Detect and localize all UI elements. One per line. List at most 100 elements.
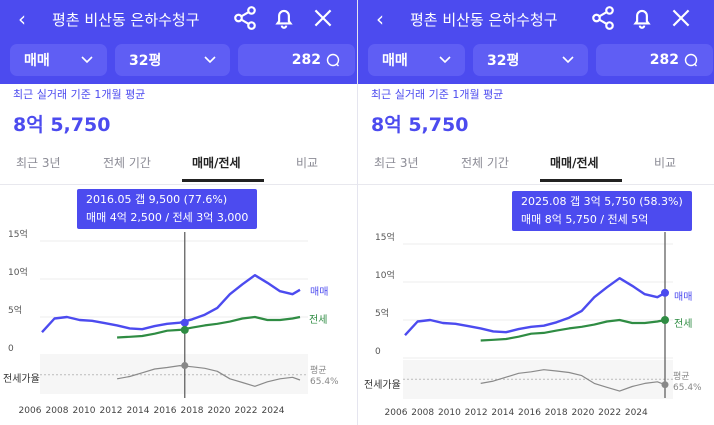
chevron-down-icon xyxy=(439,56,451,64)
share-icon[interactable] xyxy=(232,5,258,31)
series-line-2 xyxy=(480,369,666,392)
chat-bubble-icon xyxy=(684,53,698,67)
legend-lease: 전세 xyxy=(309,315,328,326)
chart-tooltip: 2016.05 갭 9,500 (77.6%) 매매 4억 2,500 / 전세… xyxy=(77,189,258,229)
ratio-label: 전세가율 xyxy=(3,374,40,385)
header: ‹ 평촌 비산동 은하수청구 매매 xyxy=(0,0,357,84)
chevron-down-icon xyxy=(204,56,216,64)
area-select[interactable]: 32평 xyxy=(115,44,230,76)
tab-all-period[interactable]: 전체 기간 xyxy=(461,156,509,170)
close-icon[interactable] xyxy=(668,5,694,31)
y-tick-label: 5억 xyxy=(8,304,22,316)
x-tick-label: 2016 xyxy=(154,406,177,416)
series-line-1 xyxy=(480,318,666,342)
active-tab-indicator xyxy=(540,179,622,182)
x-tick-label: 2018 xyxy=(181,406,204,416)
chevron-left-icon[interactable]: ‹ xyxy=(18,7,26,31)
panel-left: ‹ 평촌 비산동 은하수청구 매매 xyxy=(0,0,357,425)
chart-area: 0 5억 10억 15억 2006 2008 2010 2012 2014 2016 2018 202… xyxy=(0,184,357,425)
comments-button[interactable]: 282 xyxy=(238,44,355,76)
deal-type-select[interactable]: 매매 xyxy=(10,44,107,76)
x-tick-label: 2008 xyxy=(46,406,69,416)
x-tick-label: 2012 xyxy=(100,406,123,416)
comments-button[interactable]: 282 xyxy=(596,44,713,76)
avg-title: 평균 xyxy=(310,366,327,376)
area-value: 32평 xyxy=(129,53,162,69)
tab-all-period[interactable]: 전체 기간 xyxy=(103,156,151,170)
deal-type-select[interactable]: 매매 xyxy=(368,44,465,76)
avg-label: 평균 65.4% xyxy=(310,366,339,388)
x-tick-label: 2014 xyxy=(127,406,150,416)
summary-subtitle: 최근 실거래 기준 1개월 평균 xyxy=(371,88,504,101)
filter-bar: 매매 32평 282 xyxy=(10,44,355,76)
tooltip-line-1: 2016.05 갭 9,500 (77.6%) xyxy=(86,193,228,206)
area-select[interactable]: 32평 xyxy=(473,44,588,76)
header: ‹ 평촌 비산동 은하수청구 매매 xyxy=(358,0,714,84)
avg-label: 평균 65.4% xyxy=(673,372,702,394)
marker-ratio xyxy=(661,381,669,389)
tab-bar: 최근 3년 전체 기간 매매/전세 비교 xyxy=(358,146,714,185)
page-title: 평촌 비산동 은하수청구 xyxy=(52,11,200,29)
filter-bar: 매매 32평 282 xyxy=(368,44,713,76)
marker-lease xyxy=(661,316,669,324)
chevron-down-icon xyxy=(562,56,574,64)
chart-tooltip: 2025.08 갭 3억 5,750 (58.3%) 매매 8억 5,750 /… xyxy=(512,191,692,231)
tab-sale-lease[interactable]: 매매/전세 xyxy=(550,156,599,170)
marker-sale xyxy=(661,288,669,297)
summary-price: 8억 5,750 xyxy=(371,114,469,136)
y-tick-label: 10억 xyxy=(375,269,395,281)
comments-count: 282 xyxy=(649,52,679,68)
deal-type-value: 매매 xyxy=(382,53,408,69)
deal-type-value: 매매 xyxy=(24,53,50,69)
area-value: 32평 xyxy=(487,53,520,69)
series-line-2 xyxy=(116,365,301,387)
x-tick-label: 2024 xyxy=(262,406,285,416)
x-tick-label: 2008 xyxy=(411,408,434,418)
marker-sale xyxy=(180,318,189,327)
x-tick-label: 2010 xyxy=(438,408,461,418)
x-tick-label: 2018 xyxy=(545,408,568,418)
x-tick-label: 2016 xyxy=(518,408,541,418)
legend-lease: 전세 xyxy=(674,319,693,330)
active-tab-indicator xyxy=(182,179,264,182)
close-icon[interactable] xyxy=(310,5,336,31)
series-line-0 xyxy=(41,274,301,334)
tooltip-line-2: 매매 4억 2,500 / 전세 3억 3,000 xyxy=(86,211,249,224)
tooltip-line-1: 2025.08 갭 3억 5,750 (58.3%) xyxy=(521,195,683,208)
x-tick-label: 2022 xyxy=(598,408,621,418)
page-title: 평촌 비산동 은하수청구 xyxy=(410,11,558,29)
y-tick-label: 15억 xyxy=(375,231,395,243)
ratio-label: 전세가율 xyxy=(364,380,401,391)
chevron-left-icon[interactable]: ‹ xyxy=(376,7,384,31)
y-tick-label: 5억 xyxy=(375,307,389,319)
avg-value: 65.4% xyxy=(310,377,339,387)
tab-sale-lease[interactable]: 매매/전세 xyxy=(192,156,241,170)
panel-right: ‹ 평촌 비산동 은하수청구 매매 xyxy=(357,0,714,425)
y-tick-label: 15억 xyxy=(8,228,28,240)
share-icon[interactable] xyxy=(590,5,616,31)
chart-area: 0 5억 10억 15억 2006 2008 2010 2012 2014 2016 2018 202… xyxy=(358,184,714,425)
tab-recent-3y[interactable]: 최근 3년 xyxy=(16,156,61,170)
legend-sale: 매매 xyxy=(310,287,329,298)
tooltip-line-2: 매매 8억 5,750 / 전세 5억 xyxy=(521,213,649,226)
bell-icon[interactable] xyxy=(271,5,297,31)
avg-value: 65.4% xyxy=(673,383,702,393)
x-tick-label: 2010 xyxy=(73,406,96,416)
x-tick-label: 2022 xyxy=(235,406,258,416)
y-tick-label: 10억 xyxy=(8,266,28,278)
tab-compare[interactable]: 비교 xyxy=(654,156,677,170)
summary-subtitle: 최근 실거래 기준 1개월 평균 xyxy=(13,88,146,101)
tab-recent-3y[interactable]: 최근 3년 xyxy=(374,156,419,170)
chat-bubble-icon xyxy=(326,53,340,67)
tab-compare[interactable]: 비교 xyxy=(296,156,319,170)
tab-bar: 최근 3년 전체 기간 매매/전세 비교 xyxy=(0,146,357,185)
avg-title: 평균 xyxy=(673,372,690,382)
series-line-1 xyxy=(117,315,301,339)
bell-icon[interactable] xyxy=(629,5,655,31)
y-tick-label: 0 xyxy=(375,347,381,357)
comments-count: 282 xyxy=(291,52,321,68)
x-tick-label: 2012 xyxy=(465,408,488,418)
series-line-0 xyxy=(404,277,666,337)
